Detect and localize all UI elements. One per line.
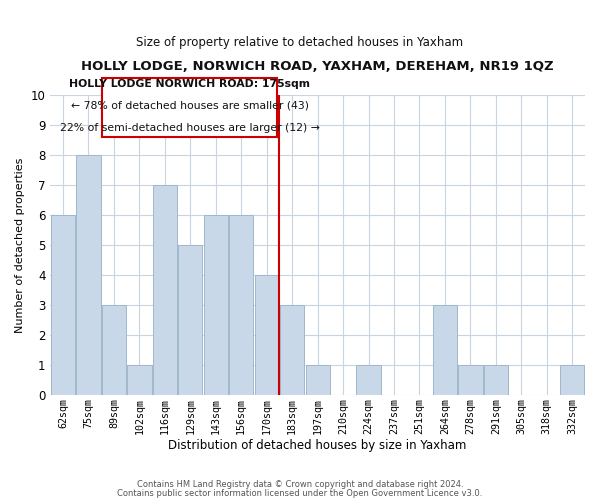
Y-axis label: Number of detached properties: Number of detached properties bbox=[15, 158, 25, 333]
X-axis label: Distribution of detached houses by size in Yaxham: Distribution of detached houses by size … bbox=[169, 440, 467, 452]
Text: Contains HM Land Registry data © Crown copyright and database right 2024.: Contains HM Land Registry data © Crown c… bbox=[137, 480, 463, 489]
Bar bbox=[229, 215, 253, 395]
Bar bbox=[153, 185, 177, 395]
Text: HOLLY LODGE NORWICH ROAD: 175sqm: HOLLY LODGE NORWICH ROAD: 175sqm bbox=[70, 78, 310, 88]
Bar bbox=[254, 275, 279, 395]
Bar bbox=[102, 305, 126, 395]
Bar bbox=[560, 365, 584, 395]
Bar bbox=[433, 305, 457, 395]
Bar bbox=[51, 215, 75, 395]
Bar bbox=[127, 365, 152, 395]
Bar bbox=[204, 215, 228, 395]
Bar bbox=[76, 155, 101, 395]
Bar bbox=[356, 365, 380, 395]
Title: HOLLY LODGE, NORWICH ROAD, YAXHAM, DEREHAM, NR19 1QZ: HOLLY LODGE, NORWICH ROAD, YAXHAM, DEREH… bbox=[82, 60, 554, 73]
Bar bbox=[280, 305, 304, 395]
Text: Contains public sector information licensed under the Open Government Licence v3: Contains public sector information licen… bbox=[118, 489, 482, 498]
Text: Size of property relative to detached houses in Yaxham: Size of property relative to detached ho… bbox=[136, 36, 464, 49]
Bar bbox=[484, 365, 508, 395]
Bar bbox=[305, 365, 330, 395]
Text: 22% of semi-detached houses are larger (12) →: 22% of semi-detached houses are larger (… bbox=[60, 123, 320, 133]
Bar bbox=[458, 365, 482, 395]
FancyBboxPatch shape bbox=[103, 78, 277, 137]
Bar bbox=[178, 245, 202, 395]
Text: ← 78% of detached houses are smaller (43): ← 78% of detached houses are smaller (43… bbox=[71, 100, 309, 110]
